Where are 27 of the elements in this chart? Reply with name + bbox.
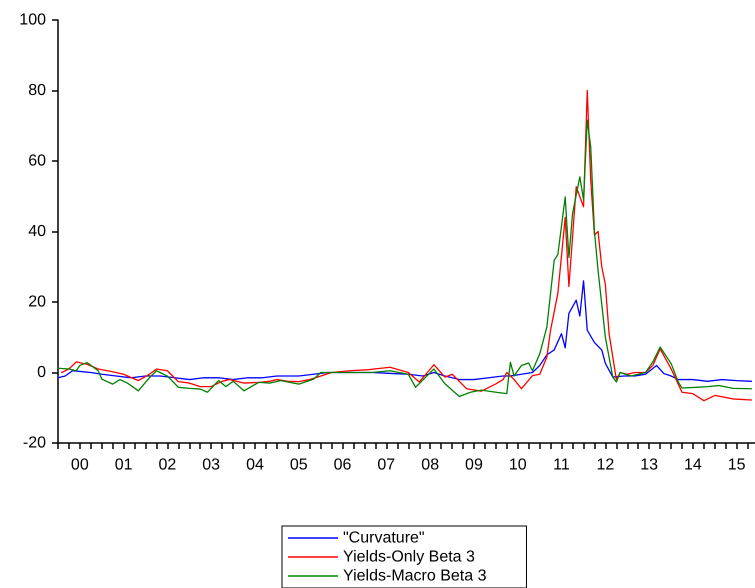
x-tick-label: 01 bbox=[114, 456, 133, 474]
x-tick-label: 12 bbox=[596, 456, 614, 474]
y-tick-label: 80 bbox=[28, 82, 46, 99]
y-tick-label: 20 bbox=[28, 294, 46, 310]
x-tick-label: 11 bbox=[553, 456, 570, 474]
x-tick-label: 13 bbox=[640, 456, 658, 474]
legend-label: Yields-Macro Beta 3 bbox=[343, 568, 487, 584]
y-tick-label: 0 bbox=[37, 364, 46, 381]
x-tick-label: 10 bbox=[508, 456, 527, 474]
x-tick-label: 07 bbox=[377, 456, 396, 474]
line-series bbox=[57, 280, 752, 382]
y-tick-label: 60 bbox=[28, 152, 46, 170]
x-tick-label: 09 bbox=[465, 456, 483, 474]
x-tick-label: 08 bbox=[421, 456, 440, 474]
x-tick-label: 06 bbox=[334, 456, 352, 474]
y-tick-label: 100 bbox=[19, 12, 46, 28]
legend-label: "Curvature" bbox=[343, 530, 425, 546]
y-tick-label: -20 bbox=[22, 434, 46, 452]
x-tick-label: 00 bbox=[70, 456, 89, 474]
x-tick-label: 14 bbox=[684, 456, 702, 474]
x-tick-label: 05 bbox=[290, 456, 308, 474]
legend-label: Yields-Only Beta 3 bbox=[343, 548, 476, 566]
x-tick-label: 04 bbox=[246, 456, 264, 474]
x-tick-label: 02 bbox=[158, 456, 176, 474]
y-tick-label: 40 bbox=[28, 223, 46, 240]
x-tick-label: 15 bbox=[728, 456, 746, 474]
x-tick-label: 03 bbox=[202, 456, 220, 474]
